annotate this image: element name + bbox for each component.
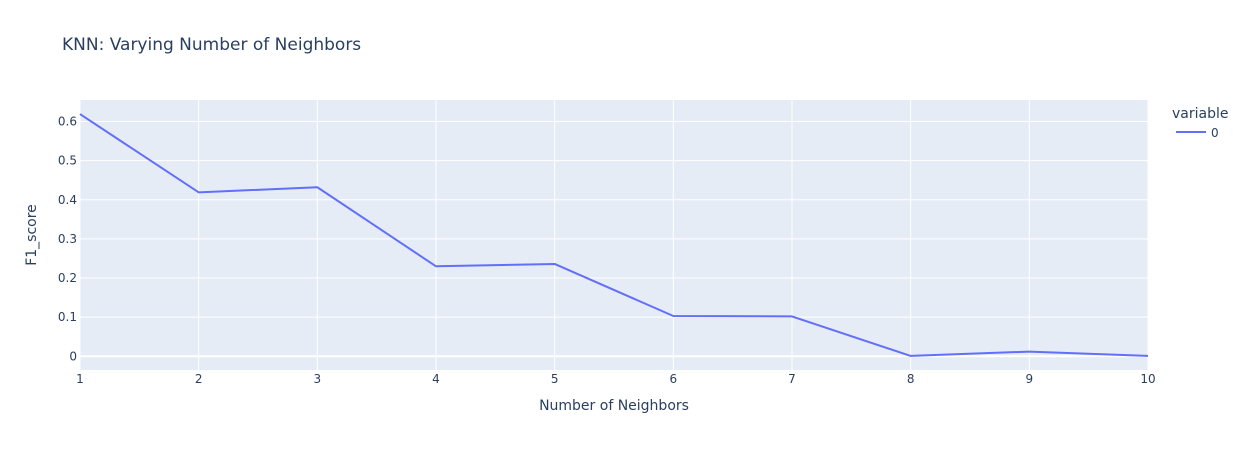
- y-tick-label: 0.4: [58, 193, 77, 207]
- y-tick-label: 0.3: [58, 232, 77, 246]
- y-tick-label: 0.6: [58, 115, 77, 129]
- x-tick-label: 7: [788, 372, 796, 386]
- chart-title: KNN: Varying Number of Neighbors: [62, 35, 361, 55]
- data-point[interactable]: [433, 263, 439, 269]
- plot-area: [80, 100, 1148, 370]
- x-tick-labels: 1 2 3 4 5 6 7 8 9 10: [76, 372, 1155, 386]
- legend[interactable]: variable 0: [1172, 106, 1228, 140]
- y-tick-label: 0.1: [58, 310, 77, 324]
- x-tick-label: 4: [432, 372, 440, 386]
- y-tick-label: 0.5: [58, 154, 77, 168]
- data-point[interactable]: [1145, 353, 1151, 359]
- x-tick-label: 8: [907, 372, 915, 386]
- x-tick-label: 2: [195, 372, 203, 386]
- series-line[interactable]: [79, 113, 1149, 357]
- x-tick-label: 3: [314, 372, 322, 386]
- legend-title: variable: [1172, 106, 1228, 122]
- y-gridlines: [80, 121, 1148, 358]
- x-gridlines: [79, 100, 1149, 370]
- series-layer: [77, 111, 1151, 359]
- data-point[interactable]: [77, 111, 83, 117]
- data-point[interactable]: [314, 184, 320, 190]
- x-tick-label: 6: [670, 372, 678, 386]
- y-tick-label: 0.2: [58, 271, 77, 285]
- x-tick-label: 1: [76, 372, 84, 386]
- legend-item-label[interactable]: 0: [1211, 126, 1219, 140]
- data-point[interactable]: [196, 189, 202, 195]
- data-point[interactable]: [908, 353, 914, 359]
- data-point[interactable]: [789, 313, 795, 319]
- y-tick-labels: 0 0.1 0.2 0.3 0.4 0.5 0.6: [58, 115, 77, 364]
- data-point[interactable]: [670, 313, 676, 319]
- x-tick-label: 10: [1140, 372, 1155, 386]
- x-tick-label: 5: [551, 372, 559, 386]
- data-point[interactable]: [1026, 349, 1032, 355]
- y-axis-title: F1_score: [24, 204, 40, 266]
- x-axis-title: Number of Neighbors: [539, 398, 689, 414]
- y-tick-label: 0: [69, 349, 77, 363]
- x-tick-label: 9: [1026, 372, 1034, 386]
- data-point[interactable]: [552, 261, 558, 267]
